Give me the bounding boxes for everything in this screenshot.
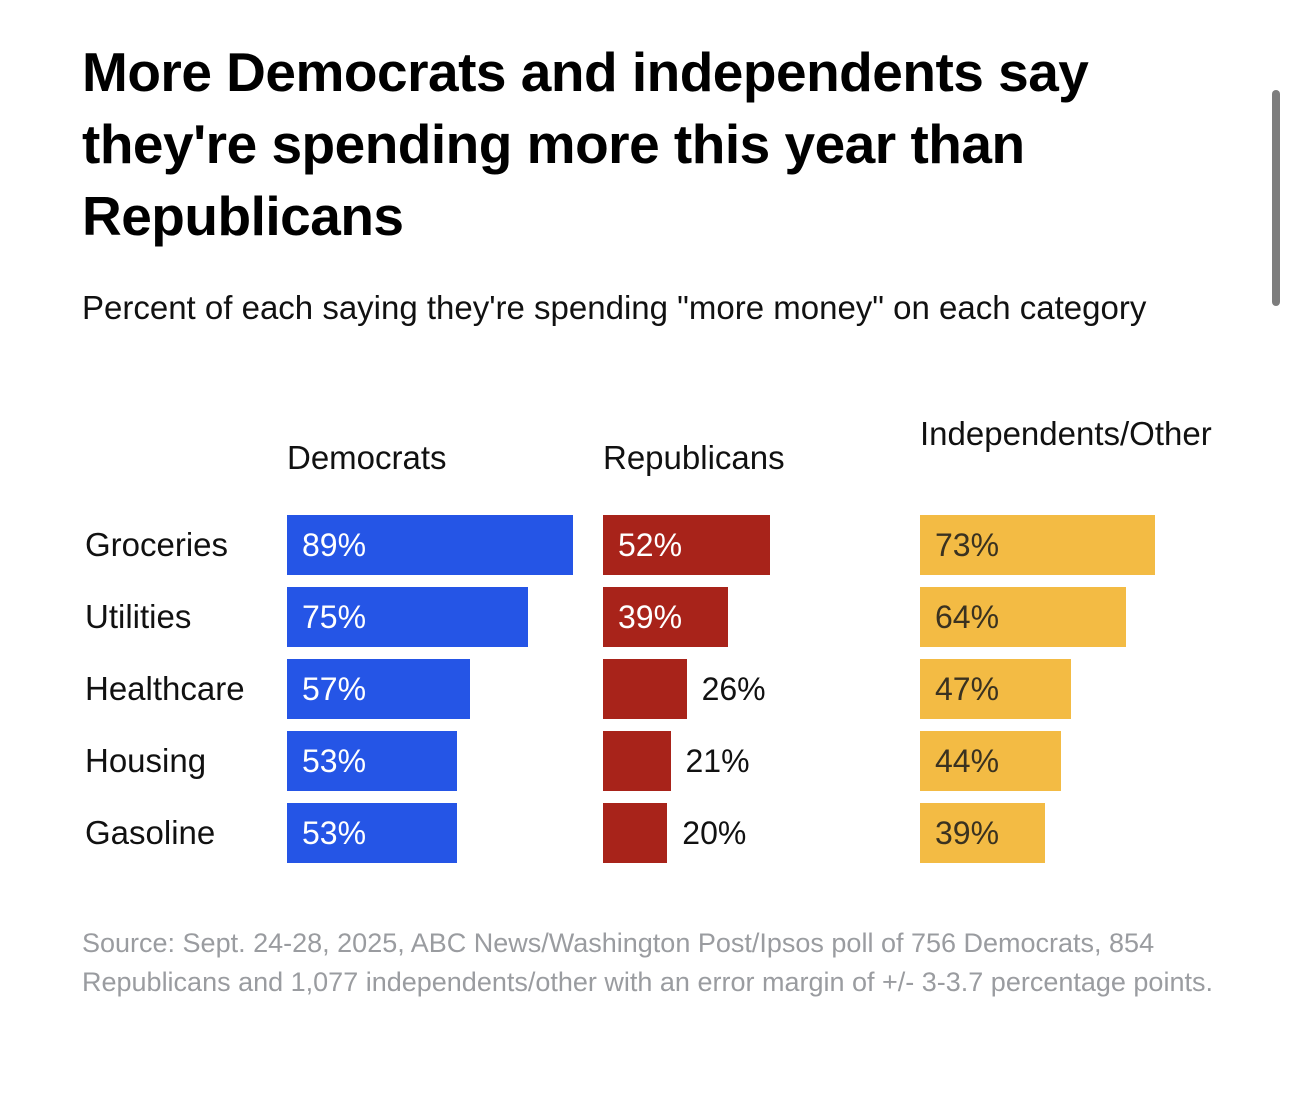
category-label: Groceries: [85, 526, 229, 563]
bar: [287, 515, 574, 575]
bar: [603, 587, 729, 647]
data-label: 39%: [935, 815, 1000, 851]
chart-title: More Democrats and independents say they…: [82, 41, 1089, 247]
bar: [287, 587, 529, 647]
chart-subtitle: Percent of each saying they're spending …: [82, 289, 1147, 326]
data-label: 44%: [935, 743, 1000, 779]
bar: [920, 803, 1046, 863]
data-label: 64%: [935, 599, 1000, 635]
data-label: 20%: [682, 815, 747, 851]
bar: [287, 803, 458, 863]
data-label: 26%: [701, 671, 766, 707]
data-label: 89%: [302, 527, 367, 563]
series-header-democrats: Democrats: [287, 439, 447, 476]
category-label: Housing: [85, 742, 207, 779]
category-label: Utilities: [85, 598, 192, 635]
bar: [603, 659, 687, 719]
data-label: 53%: [302, 815, 367, 851]
data-label: 75%: [302, 599, 367, 635]
bar: [920, 659, 1072, 719]
data-label: 53%: [302, 743, 367, 779]
data-label: 47%: [935, 671, 1000, 707]
data-label: 73%: [935, 527, 1000, 563]
bar: [920, 731, 1062, 791]
bar: [920, 587, 1126, 647]
category-label: Healthcare: [85, 670, 245, 707]
bar: [920, 515, 1155, 575]
data-label: 21%: [685, 743, 750, 779]
bar: [287, 659, 471, 719]
source-note: Source: Sept. 24-28, 2025, ABC News/Wash…: [82, 928, 1213, 997]
category-label: Gasoline: [85, 814, 216, 851]
data-label: 39%: [618, 599, 683, 635]
series-header-republicans: Republicans: [603, 439, 785, 476]
data-label: 57%: [302, 671, 367, 707]
bar: [603, 515, 771, 575]
bar: [287, 731, 458, 791]
bar: [603, 731, 671, 791]
series-header-independents-other: Independents/Other: [920, 415, 1212, 452]
bar: [603, 803, 668, 863]
data-label: 52%: [618, 527, 683, 563]
scrollbar[interactable]: [1272, 90, 1280, 306]
